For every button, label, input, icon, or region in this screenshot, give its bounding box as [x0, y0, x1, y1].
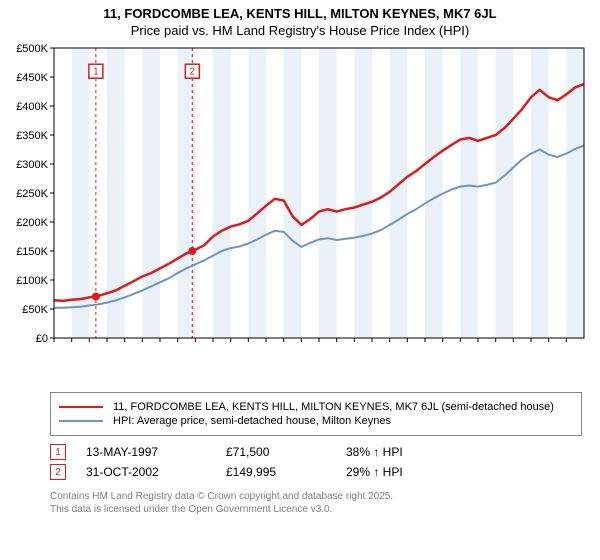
svg-text:1: 1 [93, 67, 99, 78]
svg-text:£200K: £200K [16, 217, 48, 229]
chart-container: 11, FORDCOMBE LEA, KENTS HILL, MILTON KE… [0, 0, 600, 560]
transaction-diff-1: 29% ↑ HPI [346, 465, 466, 479]
plot-frame: 1 2 £0 £50K £100K £150K £200K £250K £300K £350K £… [4, 44, 588, 384]
legend-label-1: HPI: Average price, semi-detached house,… [113, 415, 391, 427]
copyright-block: Contains HM Land Registry data © Crown c… [50, 490, 582, 516]
legend-label-0: 11, FORDCOMBE LEA, KENTS HILL, MILTON KE… [113, 401, 554, 413]
legend-swatch-1 [59, 420, 103, 422]
svg-text:£450K: £450K [16, 72, 48, 84]
transaction-marker-0: 1 [50, 444, 66, 460]
transaction-date-0: 13-MAY-1997 [86, 445, 226, 459]
transaction-date-1: 31-OCT-2002 [86, 465, 226, 479]
svg-text:£0: £0 [36, 333, 48, 345]
svg-text:£250K: £250K [16, 188, 48, 200]
svg-text:2: 2 [190, 67, 196, 78]
transaction-price-1: £149,995 [226, 465, 346, 479]
legend-item-1: HPI: Average price, semi-detached house,… [59, 415, 573, 427]
copyright-line-1: Contains HM Land Registry data © Crown c… [50, 490, 582, 503]
transaction-price-0: £71,500 [226, 445, 346, 459]
chart-title-sub: Price paid vs. HM Land Registry's House … [0, 23, 600, 38]
legend-item-0: 11, FORDCOMBE LEA, KENTS HILL, MILTON KE… [59, 401, 573, 413]
svg-text:£300K: £300K [16, 159, 48, 171]
transaction-diff-0: 38% ↑ HPI [346, 445, 466, 459]
line-chart: 1 2 £0 £50K £100K £150K £200K £250K £300K £350K £… [4, 44, 588, 384]
svg-text:£100K: £100K [16, 275, 48, 287]
svg-text:£500K: £500K [16, 44, 48, 55]
transaction-row-1: 2 31-OCT-2002 £149,995 29% ↑ HPI [50, 464, 582, 480]
svg-text:£150K: £150K [16, 246, 48, 258]
svg-text:£50K: £50K [22, 304, 48, 316]
copyright-line-2: This data is licensed under the Open Gov… [50, 503, 582, 516]
transaction-list: 1 13-MAY-1997 £71,500 38% ↑ HPI 2 31-OCT… [50, 444, 582, 480]
svg-text:£400K: £400K [16, 101, 48, 113]
svg-text:£350K: £350K [16, 130, 48, 142]
legend: 11, FORDCOMBE LEA, KENTS HILL, MILTON KE… [50, 392, 582, 436]
legend-swatch-0 [59, 406, 103, 408]
transaction-row-0: 1 13-MAY-1997 £71,500 38% ↑ HPI [50, 444, 582, 460]
transaction-marker-1: 2 [50, 464, 66, 480]
title-block: 11, FORDCOMBE LEA, KENTS HILL, MILTON KE… [0, 0, 600, 38]
chart-title-main: 11, FORDCOMBE LEA, KENTS HILL, MILTON KE… [0, 6, 600, 21]
